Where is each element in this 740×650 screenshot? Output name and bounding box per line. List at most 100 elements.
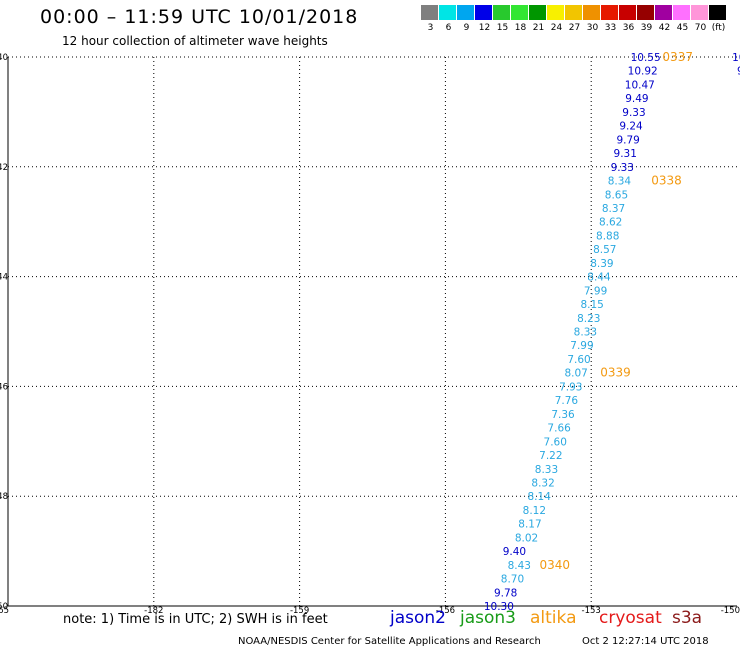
swh-observations: 10.30 9.788.70 8.43 9.40 8.028.17 8.12 8.14 8.3… <box>484 52 740 613</box>
swh-value: 8.70 <box>501 574 524 586</box>
swh-value: 10.30 <box>484 601 514 613</box>
scale-swatch <box>547 5 564 20</box>
map-axis-labels: -40 -42 -44 -46 -48 -50-165 -182 -159 -156 -153 -1… <box>0 53 740 616</box>
swh-value: 8.39 <box>590 258 613 270</box>
time-marker: 0337 <box>662 50 693 64</box>
swh-value: 7.60 <box>544 436 567 448</box>
swh-value: 8.32 <box>531 477 554 489</box>
latitude-label: -40 <box>0 53 8 63</box>
scale-swatch <box>475 5 492 20</box>
scale-label: 30 <box>586 23 599 33</box>
time-marker: 0339 <box>600 366 631 380</box>
legend-jason2: jason2 <box>390 608 446 628</box>
latitude-label: -48 <box>0 492 8 502</box>
swh-value: 9.79 <box>616 134 639 146</box>
map-grid <box>7 56 737 607</box>
swh-value-clipped: 9 <box>737 66 740 78</box>
legend-note: note: 1) Time is in UTC; 2) SWH is in fe… <box>63 612 328 627</box>
swh-value: 10.55 <box>631 52 661 64</box>
scale-label: 45 <box>676 23 689 33</box>
longitude-label: -159 <box>290 606 309 616</box>
swh-value: 7.76 <box>555 395 579 407</box>
swh-value: 9.33 <box>622 107 645 119</box>
longitude-label: -153 <box>582 606 601 616</box>
swh-value: 9.40 <box>503 546 526 558</box>
swh-value: 8.33 <box>535 464 558 476</box>
scale-label: 39 <box>640 23 653 33</box>
longitude-label: -156 <box>436 606 455 616</box>
latitude-label: -46 <box>0 382 8 392</box>
generated-timestamp: Oct 2 12:27:14 UTC 2018 <box>582 636 709 647</box>
swh-value: 8.02 <box>515 532 538 544</box>
scale-label: 24 <box>550 23 563 33</box>
scale-swatch <box>673 5 690 20</box>
scale-swatch <box>619 5 636 20</box>
scale-swatch <box>457 5 474 20</box>
swh-value: 7.93 <box>559 381 582 393</box>
scale-label: 33 <box>604 23 617 33</box>
scale-swatch <box>709 5 726 20</box>
legend-s3a: s3a <box>672 608 703 628</box>
scale-label: 21 <box>532 23 545 33</box>
swh-value: 8.65 <box>605 189 628 201</box>
swh-value: 8.33 <box>574 327 597 339</box>
time-marker: 0340 <box>539 558 570 572</box>
swh-value: 8.57 <box>593 244 616 256</box>
longitude-label: -150 <box>721 606 740 616</box>
scale-swatch <box>601 5 618 20</box>
swh-value: 10.47 <box>625 79 655 91</box>
legend-cryosat: cryosat <box>599 608 662 628</box>
time-marker: 0338 <box>651 174 682 188</box>
scale-label: 70 <box>694 23 707 33</box>
scale-label: 27 <box>568 23 581 33</box>
scale-swatch <box>511 5 528 20</box>
scale-label: 15 <box>496 23 509 33</box>
map-title: 00:00 – 11:59 UTC 10/01/2018 <box>40 6 359 28</box>
swh-value: 8.12 <box>523 505 546 517</box>
swh-value: 7.36 <box>551 409 575 421</box>
scale-swatch <box>493 5 510 20</box>
map-subtitle: 12 hour collection of altimeter wave hei… <box>62 34 328 48</box>
swh-value: 8.88 <box>596 230 619 242</box>
scale-label: 42 <box>658 23 671 33</box>
swh-value: 9.78 <box>494 587 517 599</box>
time-markers: 0337 0338 0339 0340 <box>539 50 693 572</box>
swh-value: 8.17 <box>518 519 541 531</box>
swh-value: 7.22 <box>539 450 562 462</box>
scale-label: 12 <box>478 23 491 33</box>
scale-swatch <box>529 5 546 20</box>
scale-swatch <box>439 5 456 20</box>
scale-label: 18 <box>514 23 527 33</box>
scale-swatch <box>637 5 654 20</box>
scale-swatch <box>583 5 600 20</box>
scale-swatch <box>691 5 708 20</box>
swh-value: 7.99 <box>570 340 593 352</box>
swh-value: 9.24 <box>619 121 643 133</box>
longitude-label: -182 <box>144 606 163 616</box>
swh-value: 8.62 <box>599 217 622 229</box>
swh-value: 8.23 <box>577 313 600 325</box>
scale-label: 3 <box>427 23 434 33</box>
legend-jason3: jason3 <box>460 608 516 628</box>
legend-altika: altika <box>530 608 577 628</box>
scale-label: 6 <box>445 23 452 33</box>
latitude-label: -44 <box>0 273 8 283</box>
latitude-label: -42 <box>0 163 8 173</box>
swh-value: 8.43 <box>508 560 531 572</box>
swh-value: 8.07 <box>564 368 587 380</box>
swh-value: 7.66 <box>547 423 571 435</box>
swh-value: 8.34 <box>608 176 632 188</box>
swh-value: 9.31 <box>614 148 637 160</box>
latitude-label: -50 <box>0 602 8 612</box>
longitude-label: -165 <box>0 606 9 616</box>
swh-value-clipped: 10 <box>732 52 740 64</box>
swh-value: 10.92 <box>628 66 658 78</box>
swh-value: 9.33 <box>611 162 634 174</box>
swh-value: 7.99 <box>584 285 607 297</box>
swh-value: 8.15 <box>580 299 603 311</box>
swh-value: 7.60 <box>567 354 590 366</box>
scale-swatch <box>655 5 672 20</box>
swh-value: 8.44 <box>587 272 611 284</box>
scale-swatch <box>565 5 582 20</box>
